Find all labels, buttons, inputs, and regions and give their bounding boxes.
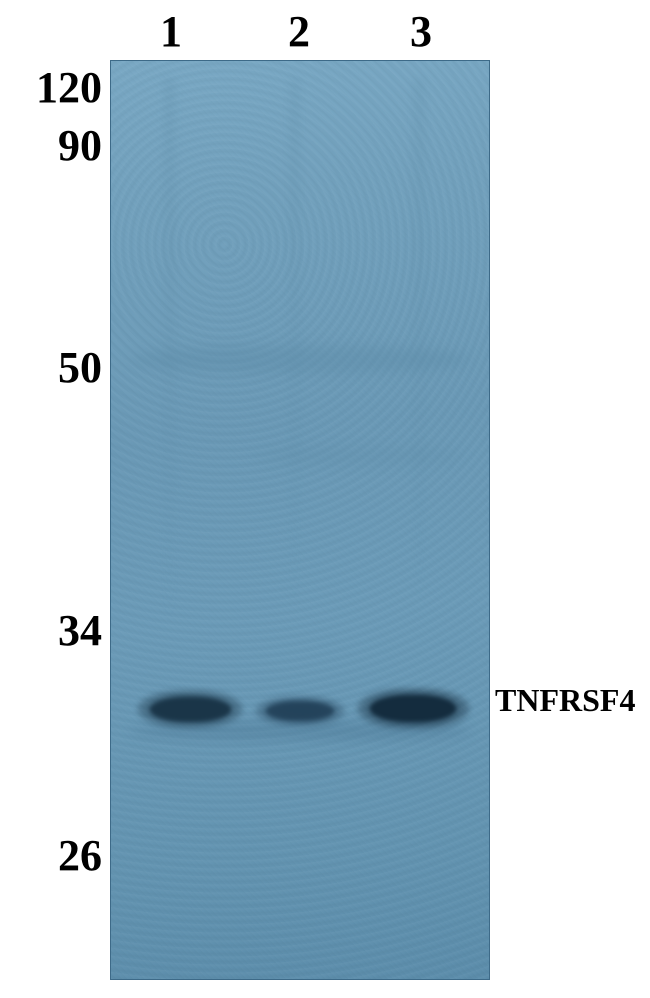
lane-label-1: 1 bbox=[160, 6, 182, 57]
figure-container: 1 2 3 120 90 50 34 26 TNFRSF4 bbox=[0, 0, 650, 998]
lane-label-3: 3 bbox=[410, 6, 432, 57]
mw-marker-120: 120 bbox=[36, 62, 102, 113]
mw-marker-34: 34 bbox=[58, 605, 102, 656]
faint-band bbox=[130, 346, 470, 374]
protein-band-core bbox=[150, 698, 230, 721]
western-blot-membrane bbox=[110, 60, 490, 980]
protein-band-core bbox=[266, 702, 335, 720]
lane-label-2: 2 bbox=[288, 6, 310, 57]
protein-band-label: TNFRSF4 bbox=[495, 682, 635, 719]
mw-marker-50: 50 bbox=[58, 342, 102, 393]
mw-marker-90: 90 bbox=[58, 120, 102, 171]
protein-band-core bbox=[370, 696, 456, 721]
mw-marker-26: 26 bbox=[58, 830, 102, 881]
faint-band bbox=[255, 447, 463, 465]
